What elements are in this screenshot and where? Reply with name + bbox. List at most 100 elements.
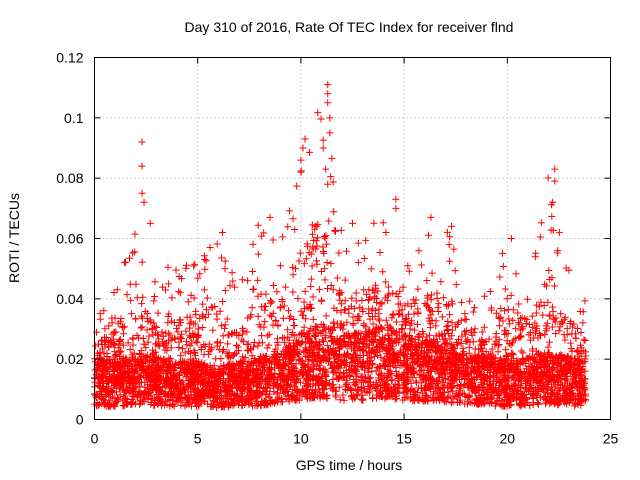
data-point — [186, 320, 194, 328]
data-point — [511, 335, 519, 343]
data-point — [273, 288, 281, 296]
data-point — [187, 333, 195, 341]
data-point — [463, 359, 471, 367]
data-point — [340, 396, 348, 404]
data-point — [544, 298, 552, 306]
data-point — [515, 300, 523, 308]
data-point — [150, 297, 158, 305]
data-point — [116, 391, 124, 399]
data-point — [132, 280, 140, 288]
data-point — [165, 280, 173, 288]
data-point — [249, 286, 257, 294]
data-point — [231, 350, 239, 358]
data-point — [392, 318, 400, 326]
data-point — [496, 273, 504, 281]
data-point — [385, 290, 393, 298]
data-point — [448, 300, 456, 308]
data-point — [295, 356, 303, 364]
data-point — [486, 287, 494, 295]
data-point — [375, 317, 383, 325]
data-point — [471, 345, 479, 353]
data-point — [234, 343, 242, 351]
data-point — [221, 287, 229, 295]
data-point — [188, 339, 196, 347]
data-point — [549, 308, 557, 316]
data-point — [261, 318, 269, 326]
data-point — [306, 148, 314, 156]
data-point — [536, 233, 544, 241]
data-point — [319, 144, 327, 152]
data-point — [249, 268, 257, 276]
data-point — [435, 300, 443, 308]
data-point — [580, 336, 588, 344]
data-point — [300, 260, 308, 268]
data-point — [171, 335, 179, 343]
data-point — [399, 388, 407, 396]
data-point — [445, 241, 453, 249]
data-point — [191, 260, 199, 268]
data-point — [514, 319, 522, 327]
data-point — [293, 182, 301, 190]
data-point — [556, 323, 564, 331]
data-point — [452, 281, 460, 289]
data-point — [289, 271, 297, 279]
data-point — [199, 323, 207, 331]
data-point — [151, 292, 159, 300]
data-point — [501, 285, 509, 293]
data-point — [193, 338, 201, 346]
data-point — [389, 310, 397, 318]
data-point — [249, 240, 257, 248]
data-point — [324, 342, 332, 350]
data-point — [330, 208, 338, 216]
data-point — [301, 287, 309, 295]
data-point — [312, 323, 320, 331]
data-point — [129, 341, 137, 349]
data-point — [320, 249, 328, 257]
data-point — [284, 333, 292, 341]
data-point — [410, 326, 418, 334]
data-point — [295, 257, 303, 265]
data-point — [258, 332, 266, 340]
data-point — [96, 315, 104, 323]
data-point — [137, 324, 145, 332]
data-point — [206, 243, 214, 251]
data-point — [358, 305, 366, 313]
data-point — [354, 259, 362, 267]
data-point — [289, 215, 297, 223]
data-point — [261, 306, 269, 314]
data-point — [482, 348, 490, 356]
data-point — [577, 329, 585, 337]
data-point — [413, 320, 421, 328]
data-point — [411, 336, 419, 344]
data-point — [319, 243, 327, 251]
data-point — [399, 283, 407, 291]
data-point — [471, 325, 479, 333]
data-point — [349, 321, 357, 329]
data-point — [172, 266, 180, 274]
data-point — [262, 290, 270, 298]
data-point — [137, 347, 145, 355]
data-point — [352, 289, 360, 297]
data-point — [532, 249, 540, 257]
data-point — [548, 212, 556, 220]
data-point — [499, 249, 507, 257]
data-point — [307, 283, 315, 291]
data-point — [333, 274, 341, 282]
data-point — [354, 239, 362, 247]
data-point — [94, 340, 102, 348]
data-point — [362, 236, 370, 244]
data-point — [196, 270, 204, 278]
data-point — [499, 262, 507, 270]
data-point — [323, 391, 331, 399]
data-point — [296, 249, 304, 257]
data-point — [202, 306, 210, 314]
data-point — [360, 254, 368, 262]
data-point — [221, 265, 229, 273]
data-point — [268, 298, 276, 306]
data-point — [265, 330, 273, 338]
data-point — [579, 319, 587, 327]
data-point — [450, 245, 458, 253]
data-point — [516, 333, 524, 341]
data-point — [306, 300, 314, 308]
data-point — [487, 350, 495, 358]
